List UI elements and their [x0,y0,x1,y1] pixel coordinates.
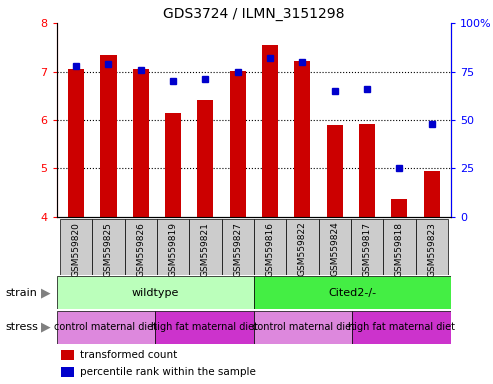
Text: percentile rank within the sample: percentile rank within the sample [80,367,256,377]
Text: Cited2-/-: Cited2-/- [328,288,377,298]
Bar [254,219,286,275]
Bar [221,219,254,275]
Text: GSM559823: GSM559823 [427,222,436,276]
Bar [254,276,451,309]
Bar [351,219,383,275]
Bar [359,124,375,217]
Bar [262,45,278,217]
Text: stress: stress [5,322,38,333]
Text: GSM559824: GSM559824 [330,222,339,276]
Text: ▶: ▶ [41,286,51,299]
Bar [61,367,74,377]
Text: GSM559827: GSM559827 [233,222,242,276]
Text: GSM559818: GSM559818 [395,222,404,276]
Bar [230,71,246,217]
Bar [155,311,254,344]
Text: GSM559821: GSM559821 [201,222,210,276]
Text: GSM559816: GSM559816 [266,222,275,276]
Bar [327,125,343,217]
Bar [391,199,407,217]
Bar [133,69,149,217]
Bar [286,219,318,275]
Bar [101,55,116,217]
Text: GSM559820: GSM559820 [71,222,80,276]
Title: GDS3724 / ILMN_3151298: GDS3724 / ILMN_3151298 [163,7,345,21]
Text: high fat maternal diet: high fat maternal diet [348,322,456,333]
Text: GSM559817: GSM559817 [362,222,372,276]
Bar [197,99,213,217]
Text: wildtype: wildtype [132,288,179,298]
Bar [68,69,84,217]
Text: GSM559819: GSM559819 [169,222,177,276]
Bar [61,351,74,360]
Bar [294,61,311,217]
Bar [254,311,352,344]
Text: strain: strain [5,288,37,298]
Text: GSM559825: GSM559825 [104,222,113,276]
Bar [416,219,448,275]
Bar [92,219,125,275]
Bar [157,219,189,275]
Bar [189,219,221,275]
Bar [60,219,92,275]
Bar [125,219,157,275]
Bar [165,113,181,217]
Text: control maternal diet: control maternal diet [252,322,354,333]
Bar [352,311,451,344]
Text: GSM559822: GSM559822 [298,222,307,276]
Text: control maternal diet: control maternal diet [55,322,157,333]
Text: high fat maternal diet: high fat maternal diet [151,322,258,333]
Text: GSM559826: GSM559826 [136,222,145,276]
Text: ▶: ▶ [41,321,51,334]
Bar [423,171,440,217]
Bar [57,311,155,344]
Text: transformed count: transformed count [80,350,177,360]
Bar [57,276,254,309]
Bar [318,219,351,275]
Bar [383,219,416,275]
